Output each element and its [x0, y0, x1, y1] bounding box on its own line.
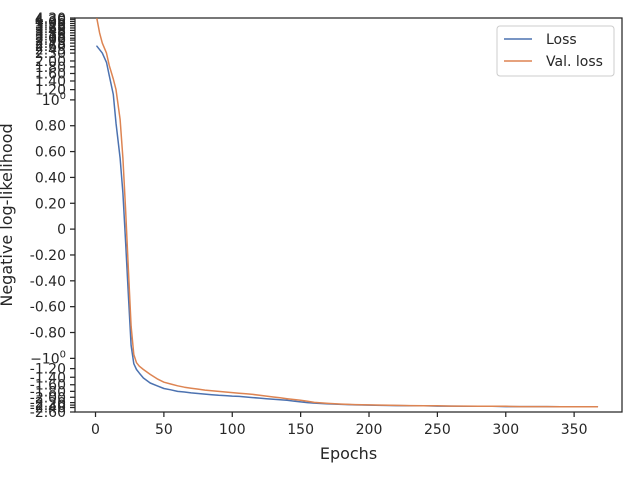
x-tick-label: 50: [155, 422, 173, 438]
legend-label: Val. loss: [546, 54, 603, 70]
y-tick-label: -0.60: [30, 300, 66, 316]
y-tick-label: 1.20: [35, 83, 66, 99]
y-tick-label: 2.45: [35, 43, 66, 59]
y-axis-label: Negative log-likelihood: [0, 123, 16, 306]
legend: Loss Val. loss: [496, 25, 615, 77]
y-tick-label: 0.60: [35, 145, 66, 161]
y-tick-label: -1.60: [30, 378, 66, 394]
y-tick-label: -1.80: [30, 384, 66, 400]
y-tick-label: 1.80: [35, 60, 66, 76]
y-tick-label: 3.30: [35, 26, 66, 42]
x-axis: 0 50 100 150 200 250 300 350: [91, 412, 588, 438]
y-axis: 4.304.204.053.903.753.603.453.303.153.00…: [30, 11, 75, 421]
series-layer: [96, 17, 599, 408]
y-tick-label: -2.30: [30, 398, 66, 414]
y-tick-label: 3.15: [35, 28, 66, 44]
y-tick-label: −100: [30, 349, 66, 367]
y-tick-label: -2.00: [30, 390, 66, 406]
y-tick-label: 0.80: [35, 119, 66, 135]
y-tick-label: 3.60: [35, 21, 66, 37]
y-tick-label: 4.05: [35, 14, 66, 30]
x-tick-label: 200: [356, 422, 383, 438]
y-tick-label: -1.20: [30, 362, 66, 378]
y-tick-label: 2.90: [35, 33, 66, 49]
series-line-val-loss: [96, 17, 599, 408]
y-tick-label: 100: [42, 91, 66, 109]
x-tick-label: 100: [219, 422, 246, 438]
y-tick-label: -2.60: [30, 405, 66, 421]
y-tick-label: 2.30: [35, 46, 66, 62]
x-tick-label: 150: [287, 422, 314, 438]
y-tick-label: 1.60: [35, 66, 66, 82]
y-tick-label: 1.40: [35, 74, 66, 90]
y-tick-label: -1.40: [30, 370, 66, 386]
y-tick-label: 4.20: [35, 12, 66, 28]
y-tick-label: -0.80: [30, 326, 66, 342]
y-tick-label: 3.90: [35, 16, 66, 32]
y-tick-label: -0.20: [30, 248, 66, 264]
x-tick-label: 250: [424, 422, 451, 438]
y-tick-label: -2.40: [30, 401, 66, 417]
x-axis-label: Epochs: [320, 444, 377, 463]
y-tick-label: 0: [57, 222, 66, 238]
y-tick-label: -2.20: [30, 396, 66, 412]
x-tick-label: 300: [492, 422, 519, 438]
plot-frame: [74, 17, 623, 413]
y-tick-label: -0.40: [30, 274, 66, 290]
legend-label: Loss: [546, 32, 577, 48]
y-tick-label: 4.30: [35, 11, 66, 27]
y-tick-label: 2.75: [35, 36, 66, 52]
y-tick-label: 3.00: [35, 31, 66, 47]
x-tick-label: 350: [561, 422, 588, 438]
y-tick-label: 3.45: [35, 23, 66, 39]
y-tick-label: 2.60: [35, 39, 66, 55]
plot-area: [74, 17, 623, 413]
x-tick-label: 0: [91, 422, 100, 438]
y-tick-label: 3.75: [35, 19, 66, 35]
y-tick-label: 0.40: [35, 170, 66, 186]
y-tick-label: 2.00: [35, 54, 66, 70]
y-tick-label: 0.20: [35, 196, 66, 212]
